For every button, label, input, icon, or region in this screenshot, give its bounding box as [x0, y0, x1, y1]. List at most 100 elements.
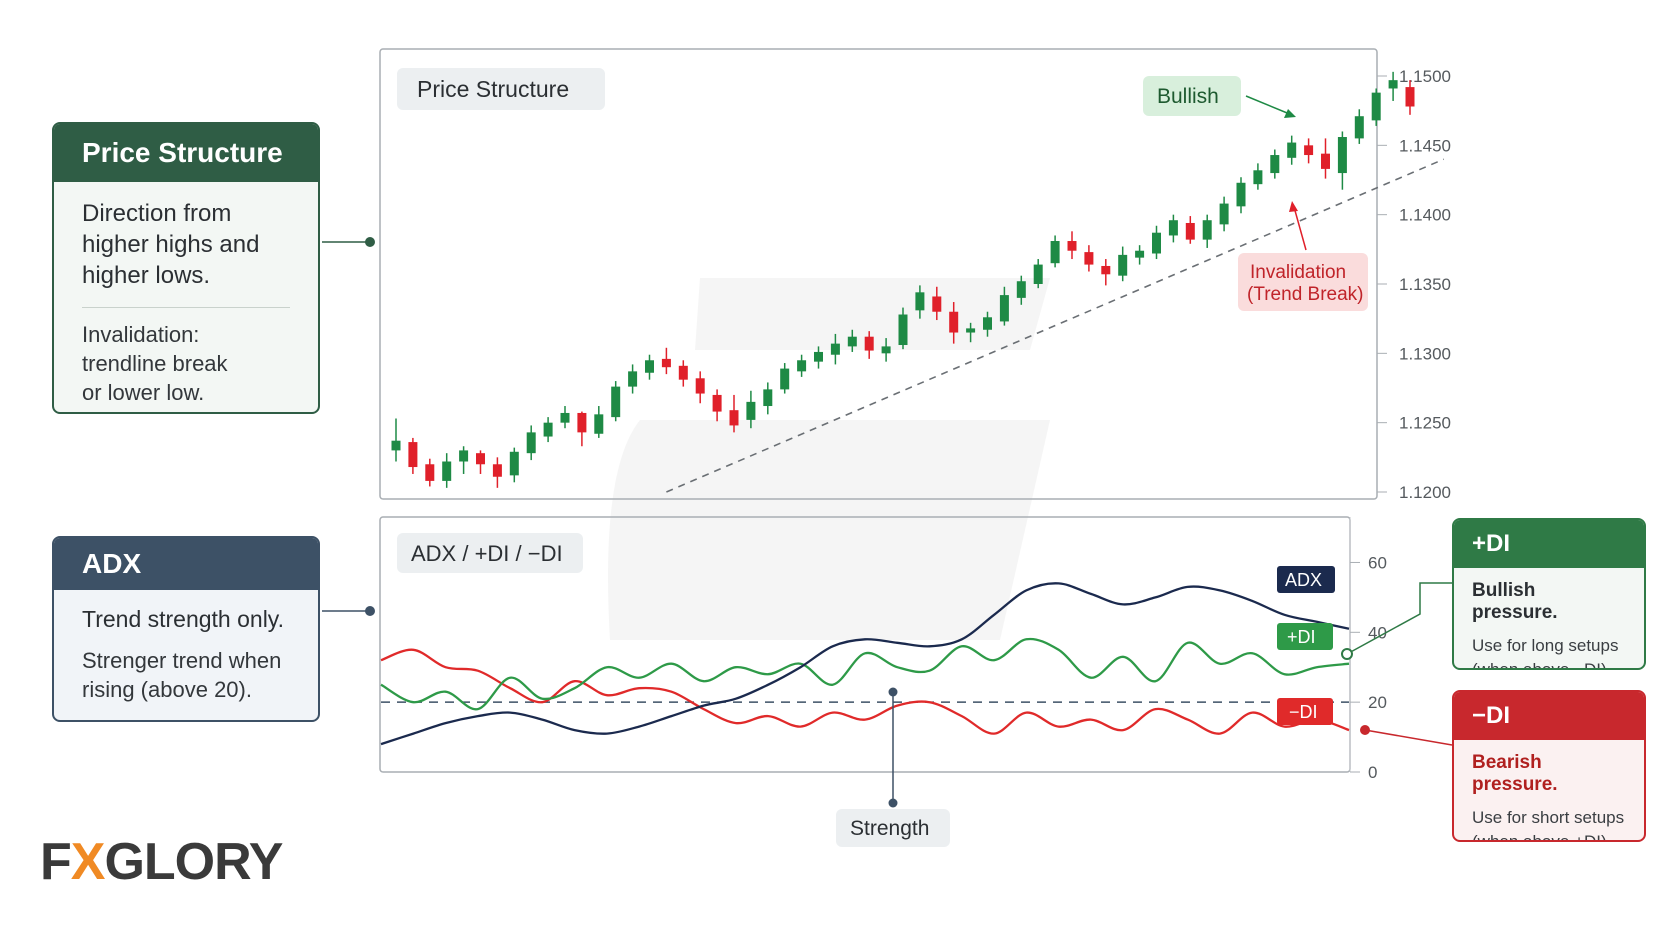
- bullish-candle: [983, 317, 992, 330]
- bearish-candle: [695, 378, 705, 394]
- adx-card: ADX Trend strength only. Strenger trend …: [52, 536, 320, 722]
- bullish-candle: [881, 346, 891, 354]
- bullish-candle: [763, 389, 773, 407]
- price-y-tick-label: 1.1400: [1399, 206, 1451, 225]
- invalidation-label-line1: Invalidation: [1250, 262, 1346, 283]
- invalidation-line: trendline break: [82, 351, 228, 376]
- bullish-candle: [1202, 220, 1212, 240]
- price-y-axis: 1.1200 1.1250 1.1300 1.1350 1.1400 1.1450 1.15…: [1377, 67, 1451, 502]
- adx-label-bg: [1277, 566, 1335, 593]
- minus-di-card: −DI Bearish pressure. Use for short setu…: [1452, 690, 1646, 842]
- bullish-candle: [999, 295, 1009, 322]
- strength-label: Strength: [850, 817, 929, 840]
- bearish-candle: [408, 442, 418, 468]
- plus-di-card-main: Bullish pressure.: [1472, 580, 1558, 623]
- minus-di-label-bg: [1277, 698, 1333, 725]
- bullish-candle: [1033, 264, 1043, 284]
- bearish-candle: [949, 311, 959, 333]
- indicator-panel-title: ADX / +DI / −DI: [411, 541, 563, 566]
- price-y-tick-label: 1.1250: [1399, 414, 1451, 433]
- plus-di-card-title: +DI: [1454, 520, 1644, 568]
- bullish-candle: [1287, 142, 1297, 158]
- logo-prefix: F: [40, 833, 72, 891]
- bearish-candle: [661, 358, 671, 368]
- price-structure-line: Direction from: [82, 200, 232, 227]
- price-y-tick-label: 1.1300: [1399, 344, 1451, 363]
- plus-di-card-description: Use for long setups (when above −DI).: [1472, 634, 1626, 668]
- bearish-candle: [1405, 87, 1415, 107]
- bearish-candle: [712, 394, 722, 412]
- plus-di-label: +DI: [1287, 627, 1316, 647]
- adx-desc-line: Strenger trend when: [82, 648, 282, 673]
- price-panel-title-bg: [397, 68, 605, 110]
- adx-line: [380, 582, 1350, 746]
- price-panel: [379, 48, 1378, 500]
- invalidation-arrow: [1293, 206, 1307, 251]
- price-structure-line: higher highs and: [82, 231, 260, 258]
- adx-label: ADX: [1285, 570, 1322, 590]
- bullish-candle: [459, 450, 469, 462]
- bullish-candle: [1118, 254, 1128, 276]
- bullish-candle: [543, 422, 553, 437]
- minus-di-desc-line: (when above +DI).: [1472, 832, 1612, 842]
- bearish-candle: [1185, 222, 1195, 240]
- bullish-candle: [780, 368, 790, 390]
- bullish-candle: [830, 343, 840, 355]
- bearish-candle: [678, 365, 688, 380]
- plus-di-card-connector: [1346, 582, 1452, 655]
- price-structure-invalidation: Invalidation: trendline break or lower l…: [82, 320, 290, 407]
- minus-di-label: −DI: [1289, 702, 1318, 722]
- bullish-candle: [1219, 203, 1229, 225]
- bullish-candle: [847, 336, 857, 347]
- bearish-candle: [492, 464, 502, 477]
- price-y-tick-label: 1.1200: [1399, 483, 1451, 502]
- invalidation-line: Invalidation:: [82, 322, 200, 347]
- strength-marker-bottom: [888, 798, 898, 808]
- bullish-candle: [442, 461, 452, 481]
- minus-di-line: [380, 648, 1350, 735]
- bullish-arrow: [1245, 95, 1293, 116]
- bearish-candle: [864, 336, 874, 351]
- price-panel-title: Price Structure: [417, 76, 569, 102]
- bullish-candle: [898, 314, 908, 346]
- price-candles: [391, 71, 1415, 488]
- bullish-candle: [1152, 232, 1161, 254]
- bullish-candle: [560, 412, 570, 423]
- bearish-candle: [1101, 265, 1111, 275]
- bullish-arrowhead: [1284, 109, 1296, 118]
- bullish-candle: [1354, 116, 1364, 139]
- bearish-candle: [932, 296, 942, 312]
- trendline: [666, 158, 1445, 493]
- invalidation-label-line2: (Trend Break): [1247, 284, 1364, 305]
- price-structure-line: higher lows.: [82, 262, 211, 289]
- watermark-logo: [608, 278, 1050, 640]
- price-y-tick-label: 1.1500: [1399, 67, 1451, 86]
- bullish-candle: [1135, 250, 1145, 258]
- bullish-candle: [1388, 80, 1398, 89]
- price-structure-card: Price Structure Direction from higher hi…: [52, 122, 320, 414]
- indicator-y-tick-label: 0: [1368, 763, 1377, 782]
- logo-suffix: GLORY: [104, 833, 283, 891]
- bullish-candle: [1236, 182, 1246, 207]
- minus-di-desc-line: Use for short setups: [1472, 808, 1625, 827]
- indicator-y-tick-label: 20: [1368, 693, 1387, 712]
- bearish-candle: [577, 412, 587, 433]
- adx-card-title: ADX: [54, 538, 318, 590]
- bullish-badge-bg: [1143, 76, 1241, 116]
- bullish-candle: [628, 371, 638, 387]
- bullish-candle: [509, 451, 519, 476]
- bearish-candle: [476, 453, 485, 465]
- bullish-candle: [1253, 170, 1263, 185]
- indicator-y-axis: 0 20 40 60: [1350, 553, 1387, 782]
- price-structure-description: Direction from higher highs and higher l…: [82, 198, 290, 291]
- bullish-candle: [611, 386, 621, 418]
- bearish-candle: [425, 464, 435, 481]
- plus-di-label-bg: [1277, 623, 1333, 650]
- bearish-candle: [1084, 252, 1094, 265]
- strength-label-bg: [836, 809, 950, 847]
- price-structure-card-title: Price Structure: [54, 124, 318, 182]
- adx-card-description: Strenger trend when rising (above 20).: [82, 646, 290, 704]
- bullish-candle: [797, 360, 807, 372]
- bullish-candle: [1168, 220, 1178, 236]
